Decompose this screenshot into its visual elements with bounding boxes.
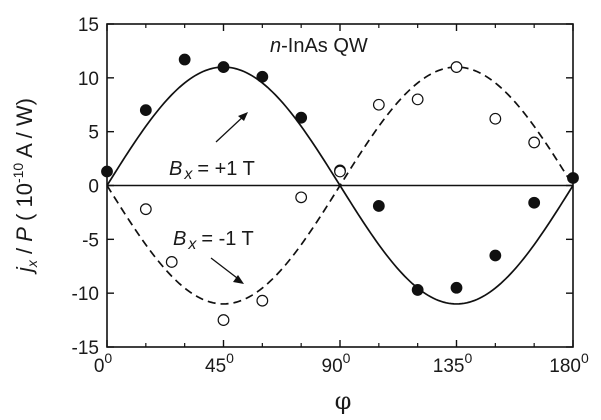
y-tick-label: -15 (72, 338, 99, 359)
data-point-filled (411, 284, 424, 296)
curve-label-plus-sub: x (183, 166, 193, 183)
data-point-open (139, 203, 152, 216)
axes (106, 23, 574, 348)
x-tick-label-degree: 0 (226, 350, 234, 366)
data-point-filled (372, 200, 385, 212)
y-axis-title-sub: x (24, 259, 40, 268)
curve-label-plus-arrow (215, 113, 247, 143)
x-tick-label: 1800 (549, 350, 589, 377)
curve-label-minus-arrowhead (233, 275, 244, 284)
x-tick-label-base: 180 (549, 356, 581, 377)
y-tick-label: -10 (72, 284, 99, 305)
x-tick-label-degree: 0 (464, 350, 472, 366)
sample-label: n-InAs QW (270, 35, 368, 57)
data-point-open (450, 61, 463, 73)
y-tick-label: -5 (82, 230, 99, 251)
curve-label-minus-sub: x (187, 236, 197, 253)
sample-label-prefix: n (270, 35, 281, 57)
sample-label-suffix: -InAs QW (281, 35, 368, 57)
y-tick-label: 15 (78, 15, 99, 36)
data-point-filled (256, 70, 269, 83)
x-tick-label-base: 90 (322, 356, 343, 377)
data-point-open (165, 256, 178, 268)
data-point-open (411, 93, 424, 106)
data-point-open (372, 98, 385, 111)
data-point-open (334, 165, 346, 178)
data-point-filled (178, 53, 191, 66)
x-tick-label: 1350 (433, 350, 473, 377)
curve-label-plus-arrowhead (238, 112, 248, 121)
x-tick-label: 00 (94, 350, 113, 377)
x-tick-label-degree: 0 (343, 350, 351, 366)
y-tick-label: 0 (88, 177, 99, 198)
y-axis-title-open: ( 10 (12, 183, 37, 227)
data-point-filled (528, 196, 541, 209)
x-tick-label-degree: 0 (104, 350, 112, 366)
data-point-filled (139, 104, 152, 117)
data-point-open (528, 136, 541, 149)
curve-label-minus-arrow (210, 257, 242, 282)
y-axis-title-exp: -10 (10, 163, 26, 183)
data-point-open (295, 191, 308, 204)
x-axis-title: φ (335, 387, 352, 415)
x-tick-label-base: 45 (205, 356, 226, 377)
x-tick-label: 900 (322, 350, 351, 377)
x-tick-label: 450 (205, 350, 234, 377)
curve-label-minus-b: B (173, 228, 186, 250)
y-axis-title: jx / P ( 10-10 A / W) (10, 98, 40, 275)
data-point-filled (450, 281, 463, 294)
data-points (101, 53, 579, 326)
y-axis-title-j: j (12, 266, 37, 275)
x-tick-label-base: 0 (94, 356, 105, 377)
data-point-open (217, 314, 230, 326)
data-point-filled (217, 61, 230, 73)
curve-label-plus-b: B (169, 158, 182, 180)
y-tick-label: 5 (88, 123, 99, 144)
x-tick-label-base: 135 (433, 356, 465, 377)
curve-label-plus-value: = +1 T (197, 158, 254, 180)
data-point-filled (295, 111, 308, 124)
y-axis-title-unit: A / W) (12, 98, 37, 163)
curve-label-minus-value: = -1 T (201, 228, 253, 250)
y-axis-title-mid: / (12, 242, 37, 260)
y-axis-title-p: P (12, 227, 37, 242)
data-point-open (256, 294, 269, 307)
data-point-filled (489, 249, 502, 262)
y-tick-label: 10 (78, 69, 99, 90)
x-tick-label-degree: 0 (581, 350, 589, 366)
data-point-open (489, 112, 502, 125)
